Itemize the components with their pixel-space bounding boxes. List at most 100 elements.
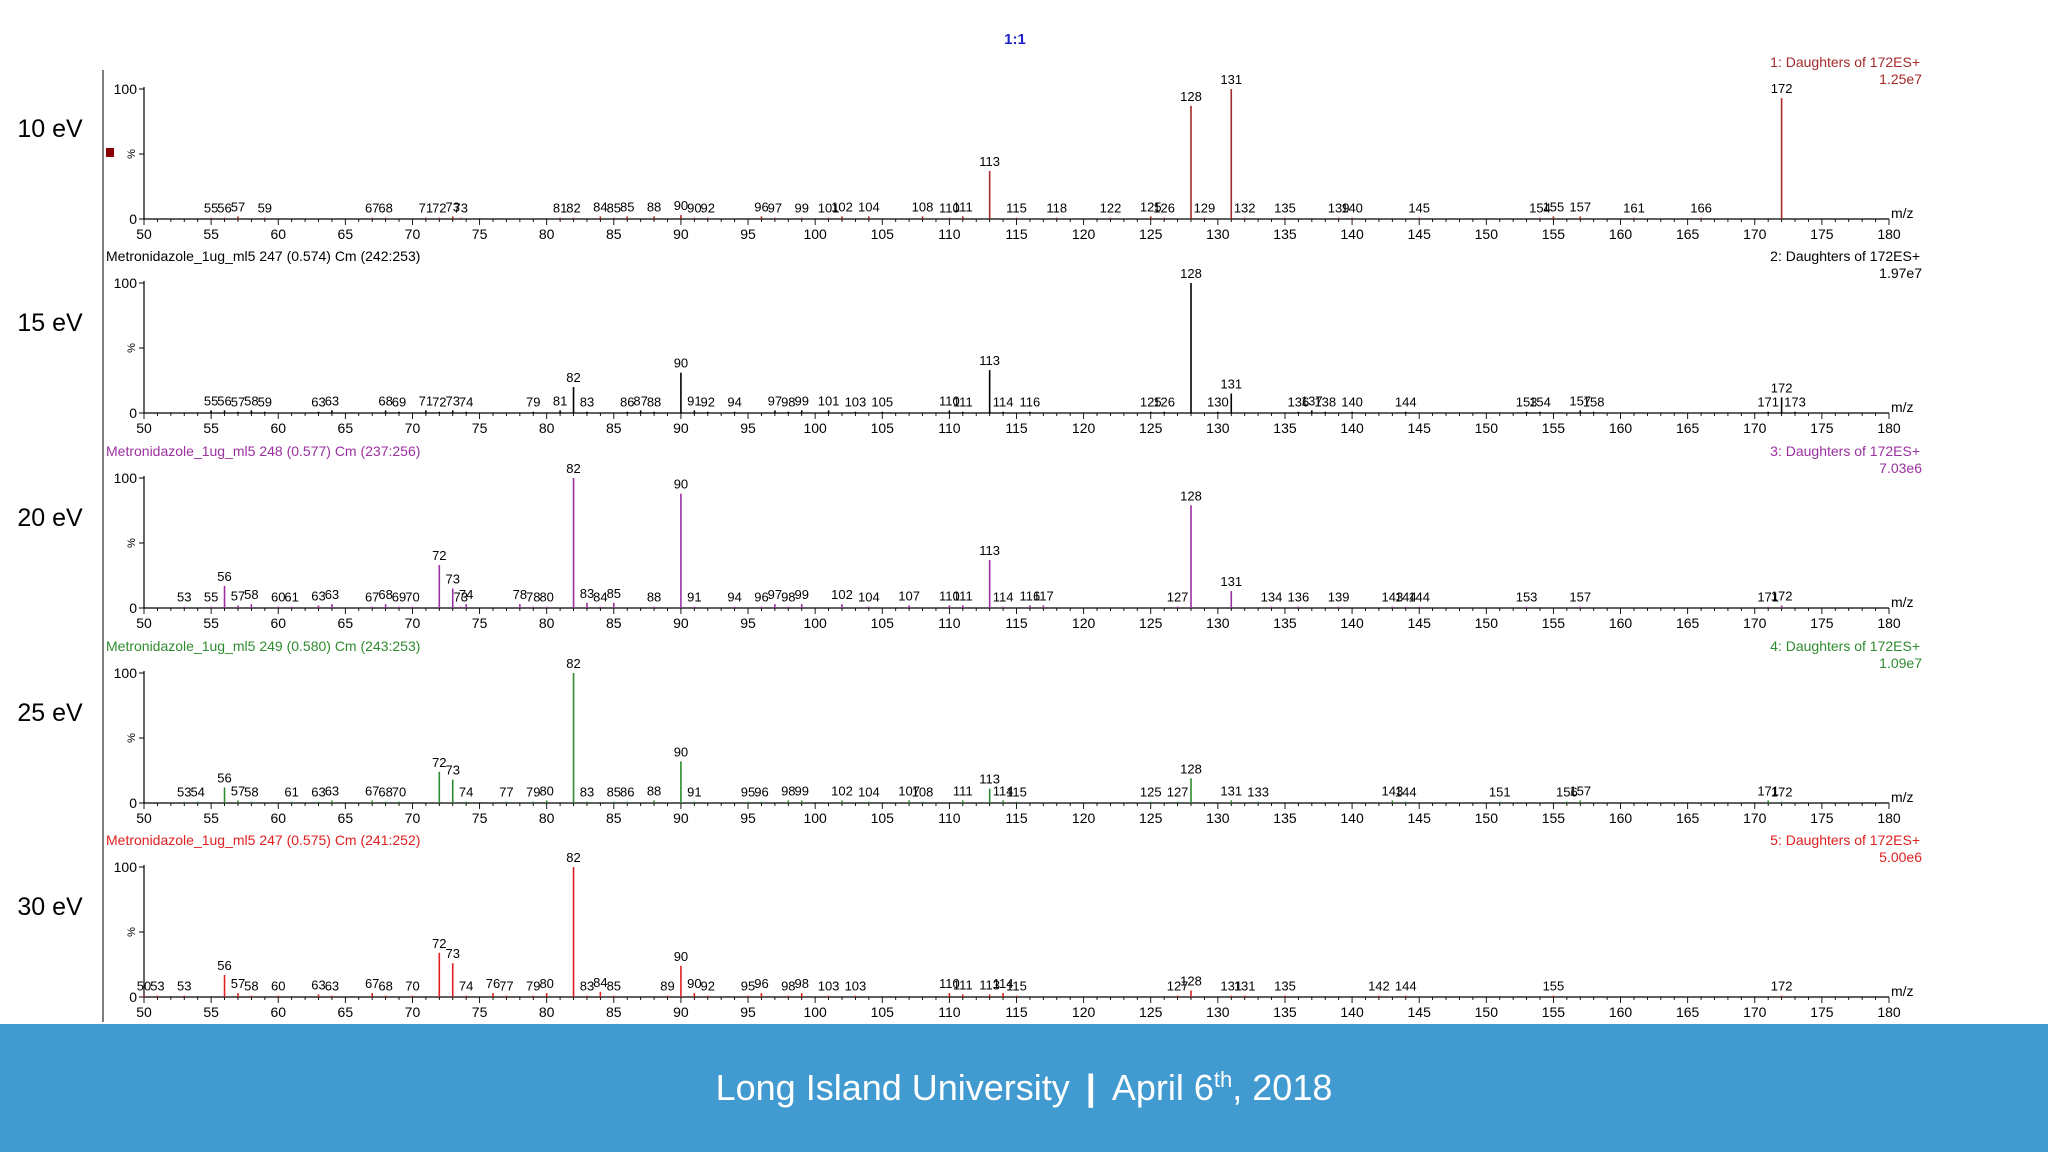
peak-label: 139 [1328,590,1350,605]
energy-label: 20 eV [17,504,83,532]
peak-label: 110 [939,201,960,216]
peak-label: 110 [939,393,960,408]
x-tick-label: 100 [803,615,827,631]
peak-label: 68 [378,785,392,800]
x-tick-label: 95 [740,1004,756,1020]
peak-label: 85 [607,979,621,994]
peak-label: 111 [953,783,973,798]
x-tick-label: 180 [1877,226,1901,242]
y-tick-label: 0 [129,405,137,421]
peak-label: 54 [190,785,204,800]
peak-label: 127 [1167,785,1189,800]
x-tick-label: 180 [1877,1004,1901,1020]
peak-label: 96 [754,785,768,800]
intensity-label: 1.97e7 [1879,265,1922,281]
spectrum-subtitle: Metronidazole_1ug_ml5 248 (0.577) Cm (23… [106,443,420,459]
peak-label: 86 [620,785,634,800]
energy-label: 30 eV [17,893,83,921]
peak-label: 90 [674,356,688,371]
x-tick-label: 155 [1542,615,1566,631]
peak-label: 153 [1516,395,1538,410]
peak-label: 142 [1368,979,1390,994]
peak-label: 98 [781,783,795,798]
x-tick-label: 50 [136,226,152,242]
x-tick-label: 130 [1206,226,1230,242]
peak-label: 155 [1543,979,1565,994]
intensity-label: 7.03e6 [1879,460,1922,476]
footer-date-prefix: April 6 [1111,1067,1214,1108]
peak-label: 104 [858,785,880,800]
x-tick-label: 75 [472,226,488,242]
y-tick-label: 100 [114,275,138,291]
x-tick-label: 160 [1609,420,1633,436]
peak-label: 172 [1771,979,1793,994]
peak-label: 154 [1529,201,1551,216]
x-tick-label: 135 [1273,810,1297,826]
peak-label: 71 [419,201,433,216]
peak-label: 56 [217,393,231,408]
peak-label: 88 [647,590,661,605]
x-tick-label: 145 [1408,615,1432,631]
peak-label: 101 [818,393,840,408]
peak-label: 73 [445,199,459,214]
peak-label: 114 [993,590,1014,605]
peak-label: 67 [365,783,379,798]
peak-label: 57 [231,395,245,410]
x-tick-label: 150 [1475,1004,1499,1020]
function-label: 2: Daughters of 172ES+ [1770,248,1920,264]
x-tick-label: 95 [740,420,756,436]
peak-label: 161 [1623,201,1645,216]
peak-label: 172 [1771,785,1793,800]
x-tick-label: 155 [1542,226,1566,242]
x-tick-label: 105 [871,420,895,436]
peak-label: 63 [311,588,325,603]
x-tick-label: 175 [1810,1004,1834,1020]
peak-label: 55 [204,590,218,605]
x-tick-label: 90 [673,615,689,631]
peak-label: 125 [1140,395,1162,410]
x-tick-label: 180 [1877,810,1901,826]
peak-label: 157 [1569,199,1591,214]
peak-label: 157 [1569,393,1591,408]
x-tick-label: 105 [871,615,895,631]
peak-label: 56 [217,958,231,973]
peak-label: 99 [794,783,808,798]
footer-institution: Long Island University [715,1067,1070,1108]
x-tick-label: 125 [1139,1004,1163,1020]
selection-marker [106,148,114,157]
peak-label: 67 [365,976,379,991]
peak-label: 130 [1207,395,1229,410]
energy-label: 15 eV [17,309,83,337]
x-tick-label: 175 [1810,420,1834,436]
peak-label: 57 [231,588,245,603]
peak-label: 136 [1288,590,1310,605]
peak-label: 84 [593,590,607,605]
peak-label: 113 [979,772,1000,787]
x-tick-label: 170 [1743,420,1767,436]
x-tick-label: 60 [270,1004,286,1020]
peak-label: 82 [566,656,580,671]
x-tick-label: 145 [1408,810,1432,826]
peak-label: 128 [1180,974,1202,989]
peak-label: 78 [513,587,527,602]
peak-label: 73 [454,590,468,605]
peak-label: 69 [392,590,406,605]
peak-label: 76 [486,976,500,991]
peak-label: 171 [1757,395,1779,410]
peak-label: 80 [539,590,553,605]
y-tick-label: 0 [129,211,137,227]
x-tick-label: 90 [673,810,689,826]
x-tick-label: 120 [1072,1004,1096,1020]
peak-label: 57 [231,199,245,214]
x-tick-label: 130 [1206,810,1230,826]
peak-label: 104 [858,590,880,605]
peak-label: 70 [405,979,419,994]
x-tick-label: 80 [539,420,555,436]
x-tick-label: 160 [1609,1004,1633,1020]
peak-label: 96 [754,590,768,605]
peak-label: 114 [993,395,1014,410]
x-tick-label: 50 [136,615,152,631]
x-unit-label: m/z [1891,594,1914,610]
peak-label: 115 [1006,201,1027,216]
x-tick-label: 155 [1542,420,1566,436]
